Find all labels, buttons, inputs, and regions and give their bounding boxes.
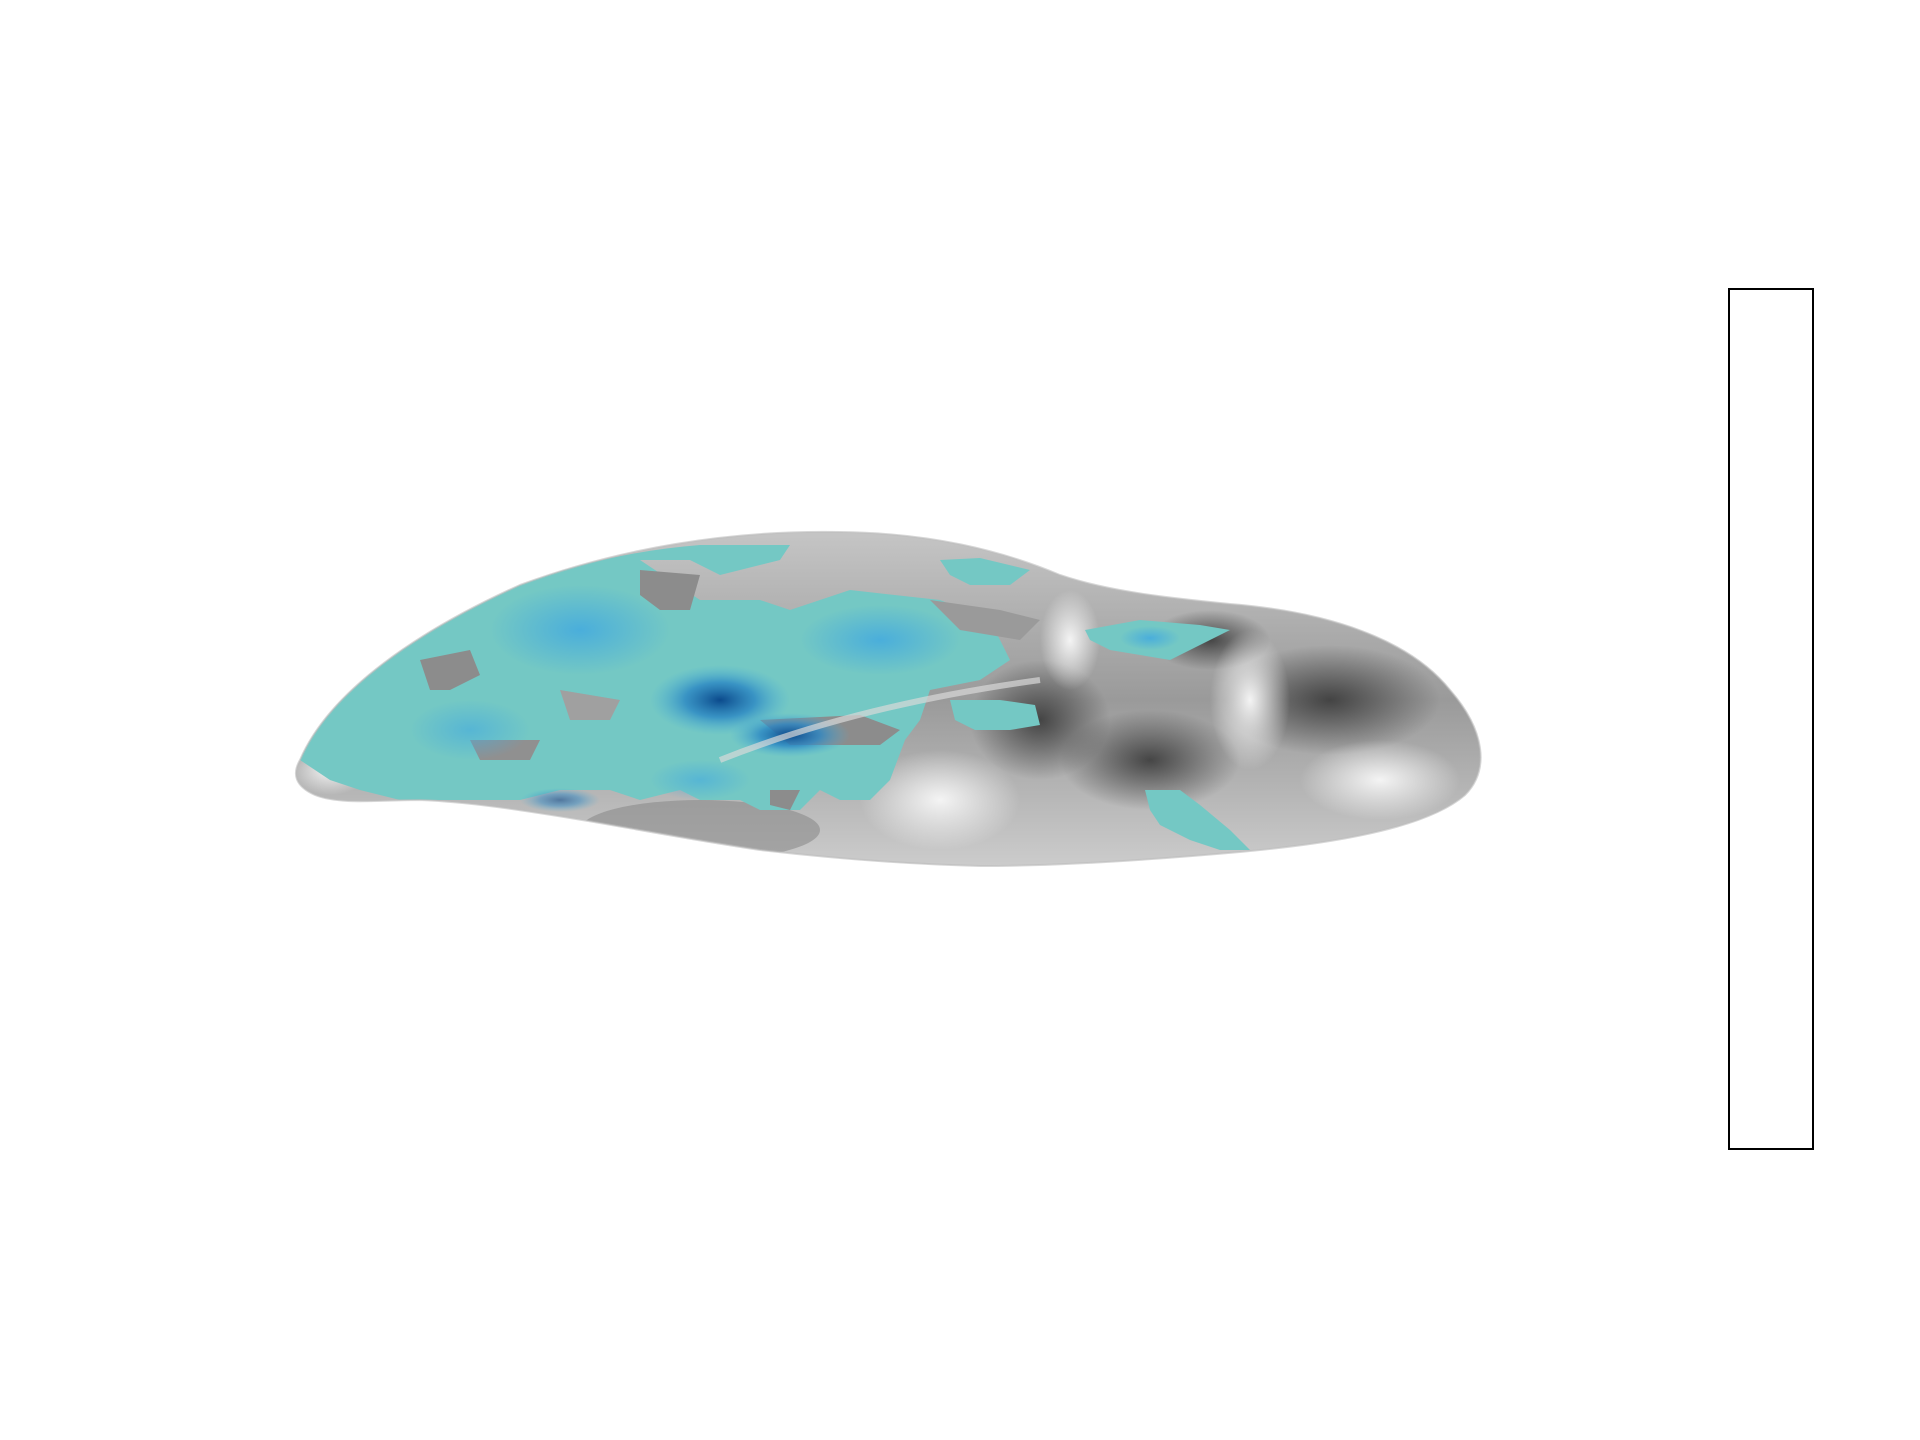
surface-shading	[295, 531, 1481, 866]
colorbar	[1728, 288, 1814, 1150]
